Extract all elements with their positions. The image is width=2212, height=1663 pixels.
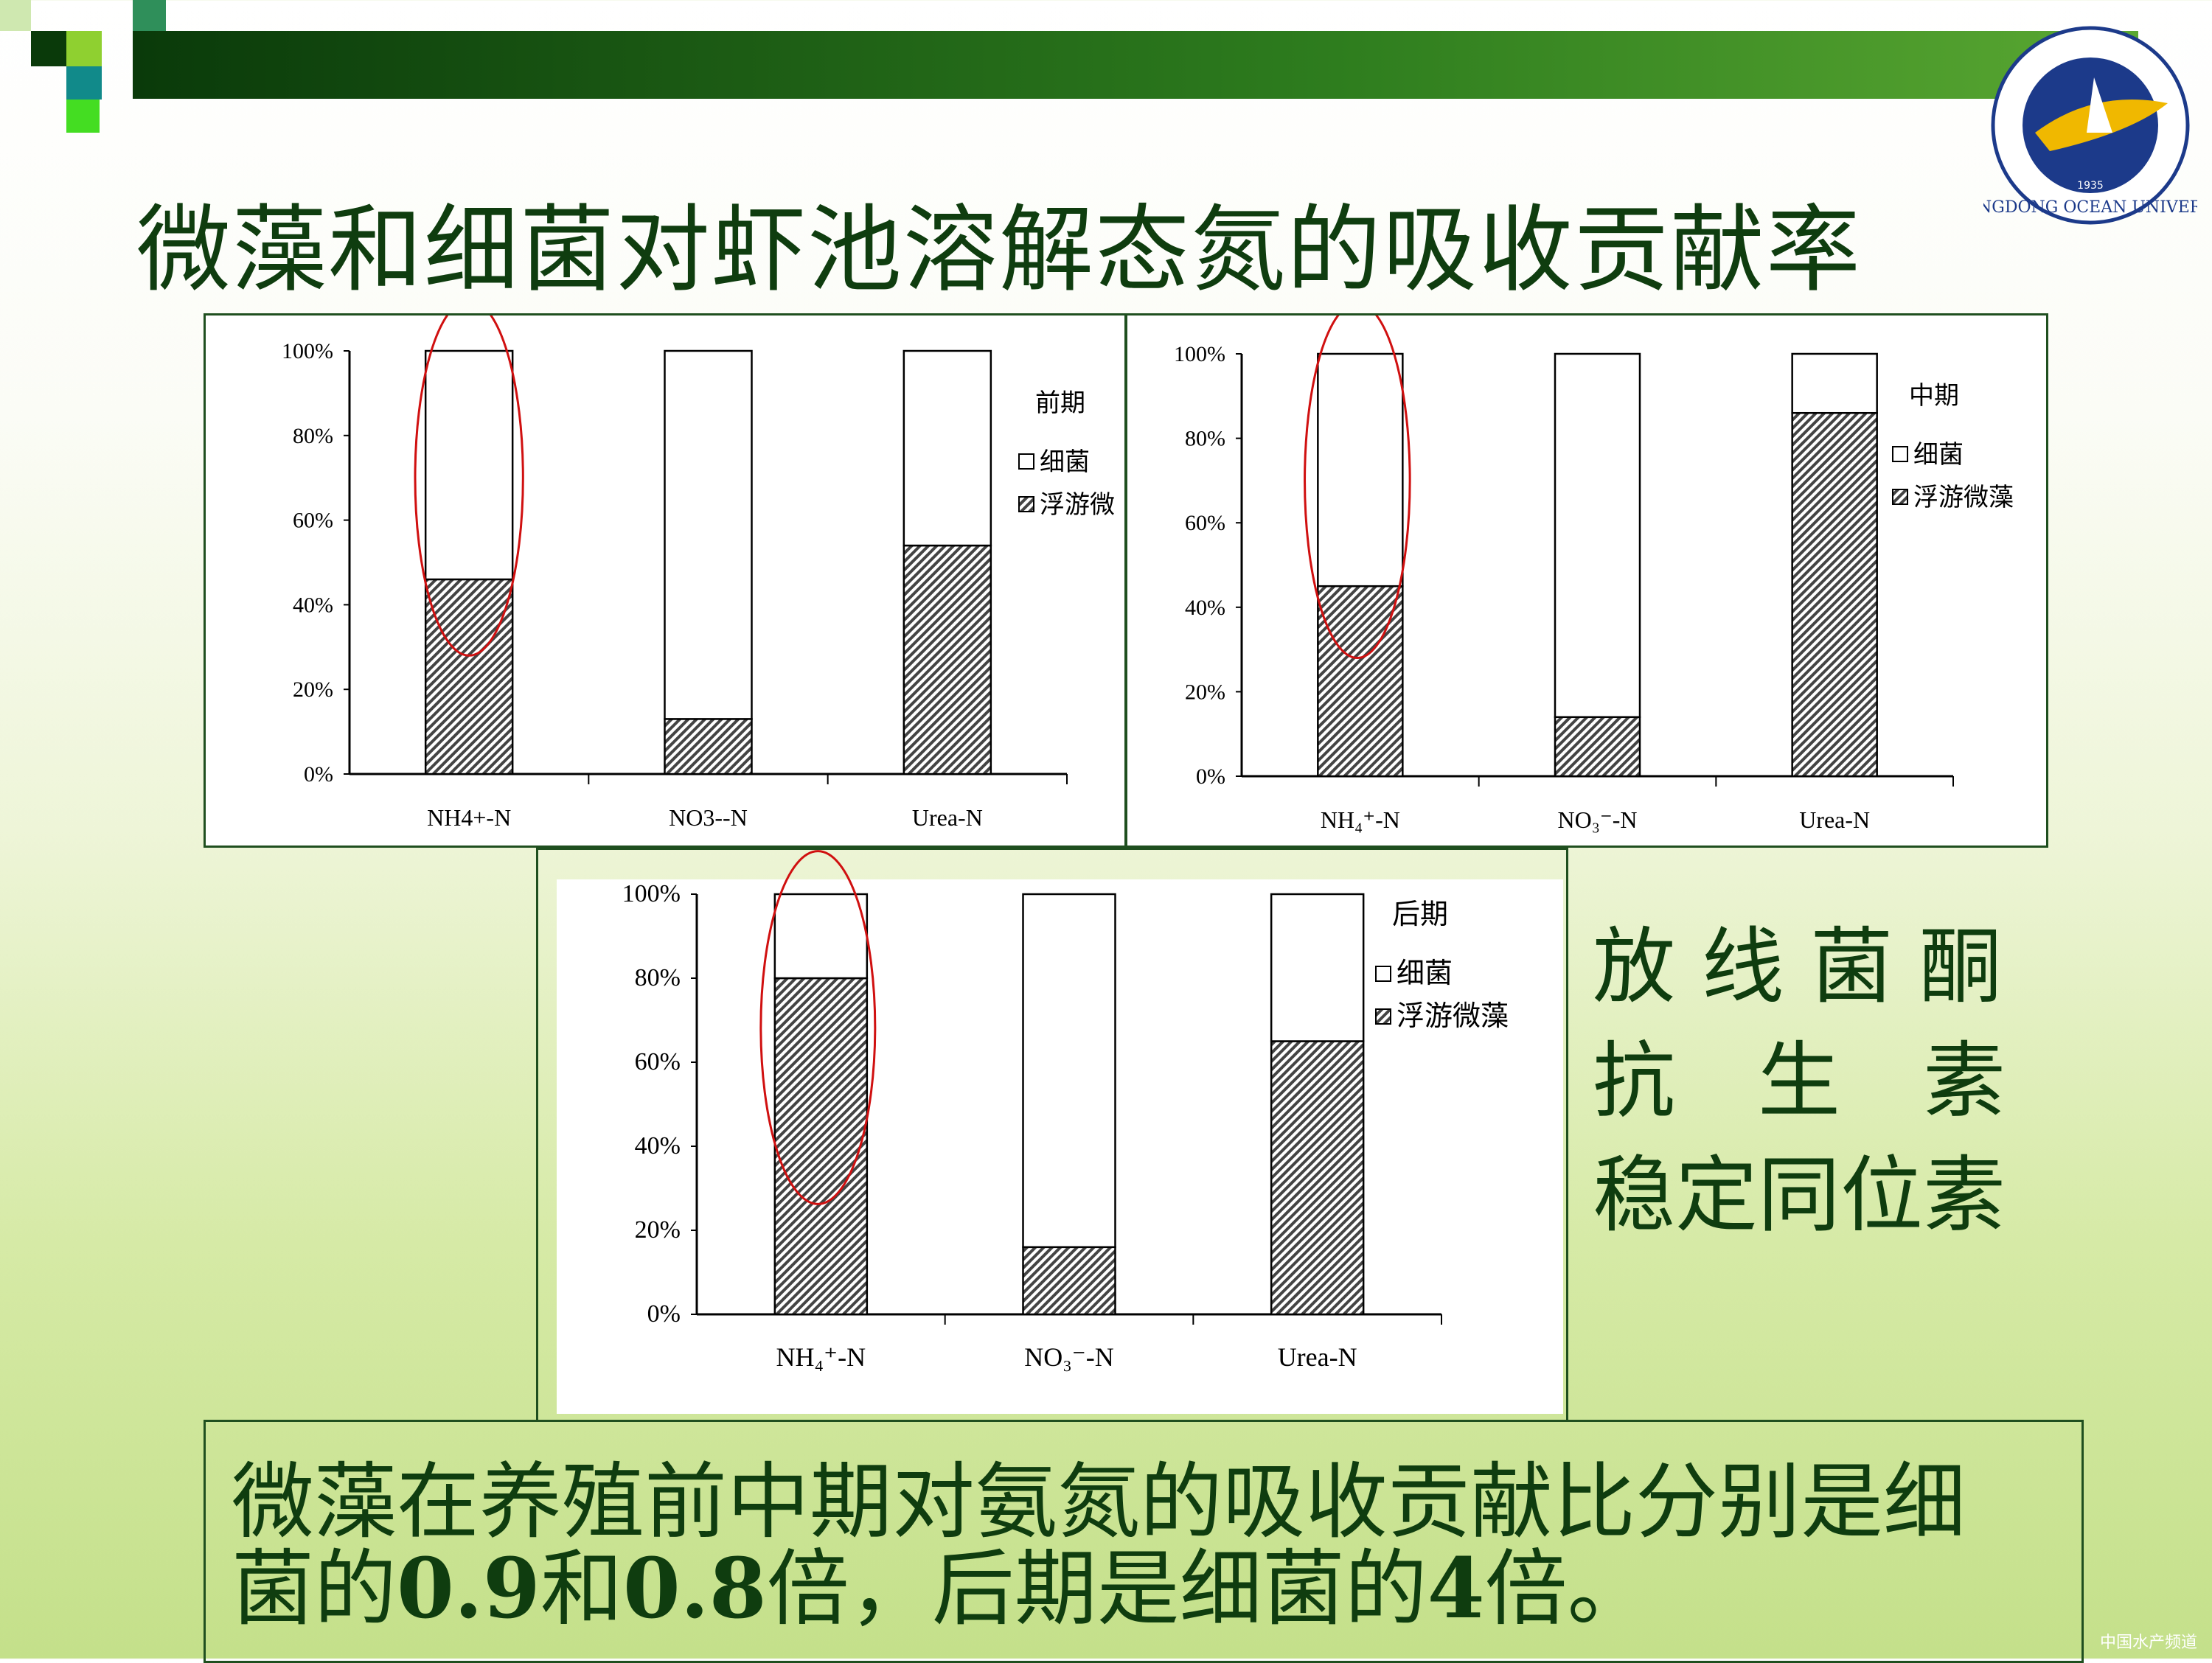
- method-item: 放 线 菌 酮: [1593, 919, 2002, 1015]
- legend-title: 后期: [1392, 898, 1448, 930]
- method-list: 放 线 菌 酮抗 生 素稳定同位素: [1593, 910, 2006, 1253]
- y-tick-label: 40%: [293, 593, 333, 617]
- legend-title: 中期: [1909, 381, 1959, 411]
- legend-label: 浮游微藻: [1913, 483, 2014, 512]
- text: 和: [540, 1541, 623, 1637]
- y-tick-label: 20%: [635, 1216, 681, 1244]
- y-tick-label: 20%: [293, 677, 333, 702]
- legend-label: 浮游微: [1040, 490, 1115, 520]
- chart-early: 0% 20% 40% 60% 80% 100% NH4+-N NO3--N Urea-N 前期细菌…: [204, 313, 1127, 848]
- bar-segment-bacteria: [1022, 893, 1116, 1249]
- legend-label: 细菌: [1397, 957, 1453, 989]
- y-tick-label: 100%: [282, 339, 333, 363]
- bar-segment-bacteria: [424, 349, 514, 581]
- header-bar: [133, 31, 2138, 99]
- highlight-ellipse: [1304, 315, 1411, 659]
- legend-label: 浮游微藻: [1397, 1000, 1509, 1032]
- legend-title: 前期: [1035, 388, 1085, 418]
- bar-segment-bacteria: [773, 893, 869, 980]
- watermark: 中国水产频道: [2099, 1634, 2197, 1652]
- x-tick-label: NH₄⁺-N: [776, 1342, 866, 1372]
- x-tick-label: Urea-N: [1799, 806, 1870, 833]
- chart-svg: 0% 20% 40% 60% 80% 100% NH₄⁺-N NO₃⁻-N Urea-N 中期细菌…: [1174, 315, 2014, 833]
- y-tick-label: 0%: [1196, 764, 1225, 789]
- conclusion-box: 微藻在养殖前中期对氨氮的吸收贡献比分别是细 菌的0.9和0.8倍，后期是细菌的4…: [204, 1420, 2084, 1663]
- x-tick-label: NO3--N: [669, 804, 748, 831]
- x-tick-label: NH4+-N: [427, 804, 511, 831]
- ratio-early: 0.9: [397, 1541, 540, 1637]
- highlight-ellipse: [414, 315, 524, 657]
- legend-swatch: [1892, 489, 1908, 505]
- highlight-ellipse: [759, 850, 877, 1205]
- bar-segment-microalgae: [773, 977, 869, 1316]
- method-item: 稳定同位素: [1593, 1148, 2006, 1244]
- x-tick-label: Urea-N: [912, 804, 983, 831]
- bar-segment-bacteria: [1791, 352, 1878, 414]
- svg-text:1935: 1935: [2077, 180, 2104, 192]
- y-tick-label: 40%: [635, 1132, 681, 1160]
- decor-square: [31, 31, 66, 66]
- method-item: 抗 生 素: [1593, 1033, 2006, 1129]
- bar-segment-bacteria: [1270, 893, 1365, 1042]
- legend-swatch: [1018, 453, 1034, 470]
- bar-segment-microalgae: [424, 578, 514, 775]
- legend-label: 细菌: [1040, 447, 1090, 477]
- bar-segment-microalgae: [902, 544, 992, 775]
- x-tick-label: NH₄⁺-N: [1321, 806, 1400, 833]
- bar-segment-microalgae: [1317, 585, 1404, 778]
- bar-segment-bacteria: [902, 349, 992, 547]
- chart-svg: 0% 20% 40% 60% 80% 100% NH₄⁺-N NO₃⁻-N Urea-N 后期细菌…: [557, 850, 1563, 1414]
- y-tick-label: 60%: [293, 509, 333, 533]
- svg-text:GUANGDONG OCEAN UNIVERSITY: GUANGDONG OCEAN UNIVERSITY: [1983, 198, 2197, 217]
- chart-svg: 0% 20% 40% 60% 80% 100% NH4+-N NO3--N Urea-N 前期细菌…: [282, 315, 1115, 831]
- decor-square: [66, 31, 102, 66]
- bar-segment-bacteria: [1317, 352, 1404, 588]
- decor-square: [133, 0, 166, 31]
- y-tick-label: 100%: [622, 880, 681, 907]
- bar-segment-microalgae: [1791, 411, 1878, 778]
- bar-segment-bacteria: [1554, 352, 1641, 719]
- legend-swatch: [1375, 966, 1391, 982]
- y-tick-label: 80%: [293, 424, 333, 448]
- decor-square: [66, 100, 100, 133]
- bar-segment-bacteria: [664, 349, 753, 720]
- legend-label: 细菌: [1913, 440, 1964, 470]
- text: 菌的: [232, 1541, 397, 1637]
- bar-segment-microalgae: [664, 718, 753, 775]
- y-tick-label: 0%: [647, 1300, 681, 1328]
- legend-swatch: [1375, 1008, 1391, 1025]
- legend-swatch: [1892, 446, 1908, 462]
- conclusion-line-2: 菌的0.9和0.8倍，后期是细菌的4倍。: [232, 1546, 2081, 1634]
- university-logo: GUANGDONG OCEAN UNIVERSITY 1935: [1940, 22, 2212, 229]
- bar-segment-microalgae: [1270, 1040, 1365, 1316]
- y-tick-label: 40%: [1185, 596, 1225, 620]
- decor-square: [66, 66, 102, 100]
- ratio-middle: 0.8: [622, 1541, 767, 1637]
- x-tick-label: NO₃⁻-N: [1557, 806, 1637, 833]
- y-tick-label: 80%: [635, 964, 681, 991]
- y-tick-label: 60%: [635, 1048, 681, 1075]
- y-tick-label: 80%: [1185, 427, 1225, 451]
- chart-late: 0% 20% 40% 60% 80% 100% NH₄⁺-N NO₃⁻-N Urea-N 后期细菌…: [536, 848, 1568, 1421]
- decor-square: [0, 0, 31, 31]
- y-tick-label: 100%: [1174, 342, 1225, 366]
- chart-middle: 0% 20% 40% 60% 80% 100% NH₄⁺-N NO₃⁻-N Urea-N 中期细菌…: [1125, 313, 2048, 848]
- text: 倍，后期是细菌的: [766, 1541, 1427, 1637]
- conclusion-line-1: 微藻在养殖前中期对氨氮的吸收贡献比分别是细: [232, 1454, 1966, 1550]
- bar-segment-microalgae: [1022, 1246, 1116, 1316]
- x-tick-label: NO₃⁻-N: [1024, 1342, 1114, 1372]
- y-tick-label: 0%: [304, 762, 333, 787]
- bar-segment-microalgae: [1554, 716, 1641, 778]
- ratio-late: 4: [1427, 1541, 1485, 1637]
- x-tick-label: Urea-N: [1278, 1342, 1357, 1372]
- text: 倍。: [1484, 1541, 1650, 1637]
- y-tick-label: 20%: [1185, 680, 1225, 704]
- y-tick-label: 60%: [1185, 511, 1225, 535]
- legend-swatch: [1018, 496, 1034, 512]
- page-title: 微藻和细菌对虾池溶解态氮的吸收贡献率: [136, 195, 1863, 305]
